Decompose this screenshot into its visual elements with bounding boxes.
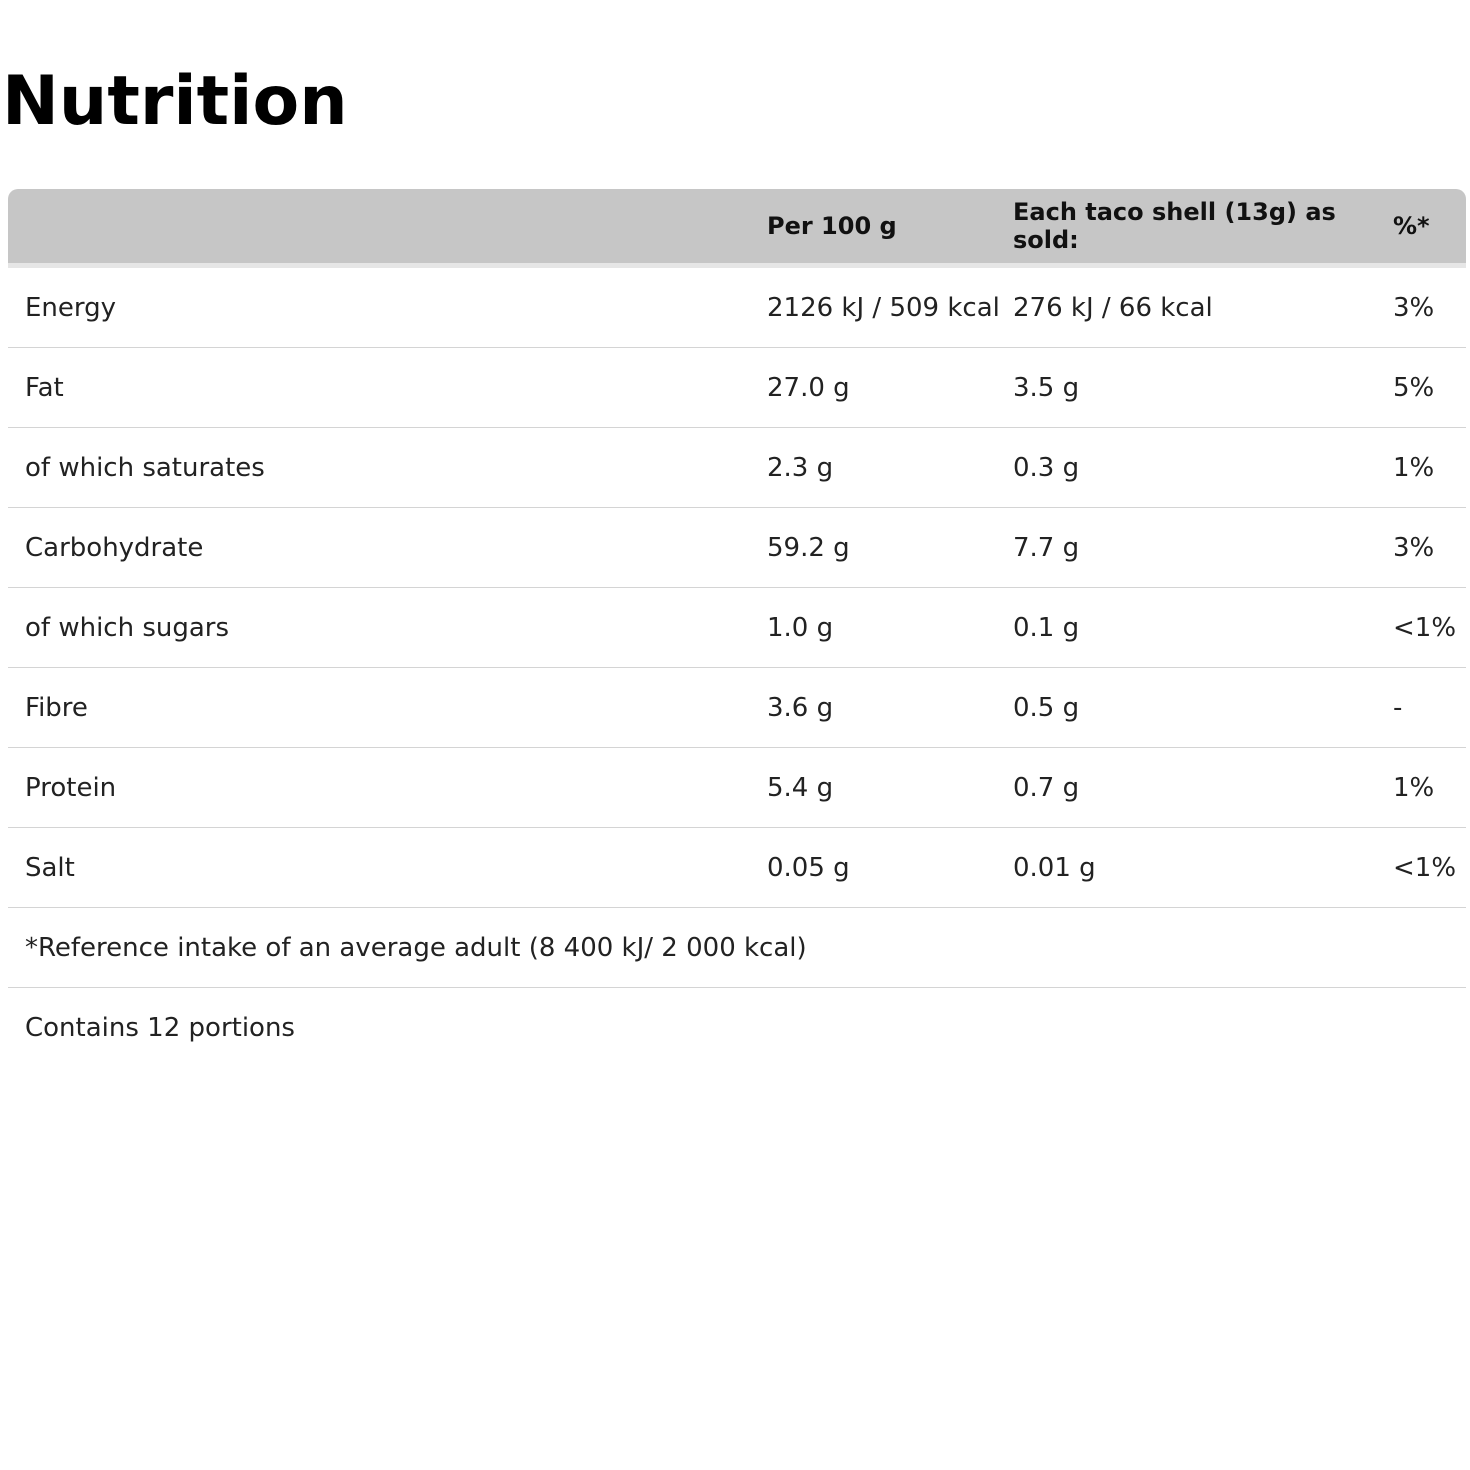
cell: - bbox=[1393, 667, 1466, 748]
cell: 276 kJ / 66 kcal bbox=[1013, 265, 1393, 348]
cell: 0.5 g bbox=[1013, 667, 1393, 748]
row: Salt 0.05 g 0.01 g <1% bbox=[8, 827, 1466, 908]
row: of which saturates 2.3 g 0.3 g 1% bbox=[8, 427, 1466, 508]
cell: 2126 kJ / 509 kcal bbox=[767, 265, 1013, 348]
cell: Fat bbox=[8, 347, 767, 428]
cell: 3% bbox=[1393, 265, 1466, 348]
cell: 0.1 g bbox=[1013, 587, 1393, 668]
cell: 1% bbox=[1393, 427, 1466, 508]
header-row: Per 100 g Each taco shell (13g) as sold:%… bbox=[8, 189, 1466, 268]
title: Nutrition bbox=[2, 62, 348, 141]
note-row: Contains 12 portions bbox=[8, 988, 1466, 1068]
cell: 27.0 g bbox=[767, 347, 1013, 428]
cell: of which saturates bbox=[8, 427, 767, 508]
cell: Protein bbox=[8, 747, 767, 828]
cell: 0.01 g bbox=[1013, 827, 1393, 908]
header-cell: Per 100 g bbox=[767, 189, 1013, 268]
cell: 5% bbox=[1393, 347, 1466, 428]
row: Fibre 3.6 g 0.5 g- bbox=[8, 667, 1466, 748]
row: Protein 5.4 g 0.7 g 1% bbox=[8, 747, 1466, 828]
cell: 5.4 g bbox=[767, 747, 1013, 828]
cell: <1% bbox=[1393, 587, 1466, 668]
header-cell bbox=[8, 189, 767, 268]
note: *Reference intake of an average adult (8… bbox=[8, 907, 1466, 988]
cell: 1% bbox=[1393, 747, 1466, 828]
note: Contains 12 portions bbox=[25, 1012, 295, 1043]
row: of which sugars 1.0 g 0.1 g <1% bbox=[8, 587, 1466, 668]
cell: 1.0 g bbox=[767, 587, 1013, 668]
cell: 0.3 g bbox=[1013, 427, 1393, 508]
cell: 2.3 g bbox=[767, 427, 1013, 508]
cell: 59.2 g bbox=[767, 507, 1013, 588]
header-cell: Each taco shell (13g) as sold: bbox=[1013, 189, 1393, 268]
cell: 3.6 g bbox=[767, 667, 1013, 748]
header-cell: %* bbox=[1393, 189, 1466, 268]
note-row: *Reference intake of an average adult (8… bbox=[8, 907, 1466, 988]
row: Energy 2126 kJ / 509 kcal 276 kJ / 66 kcal… bbox=[8, 265, 1466, 348]
cell: 3.5 g bbox=[1013, 347, 1393, 428]
cell: <1% bbox=[1393, 827, 1466, 908]
cell: Fibre bbox=[8, 667, 767, 748]
nutrition-table: Per 100 g Each taco shell (13g) as sold:%… bbox=[8, 189, 1466, 1067]
cell: Energy bbox=[8, 265, 767, 348]
row: Carbohydrate 59.2 g 7.7 g 3% bbox=[8, 507, 1466, 588]
cell: 7.7 g bbox=[1013, 507, 1393, 588]
row: Fat 27.0 g 3.5 g 5% bbox=[8, 347, 1466, 428]
cell: 0.05 g bbox=[767, 827, 1013, 908]
cell: Salt bbox=[8, 827, 767, 908]
cell: Carbohydrate bbox=[8, 507, 767, 588]
cell: 0.7 g bbox=[1013, 747, 1393, 828]
cell: 3% bbox=[1393, 507, 1466, 588]
cell: of which sugars bbox=[8, 587, 767, 668]
